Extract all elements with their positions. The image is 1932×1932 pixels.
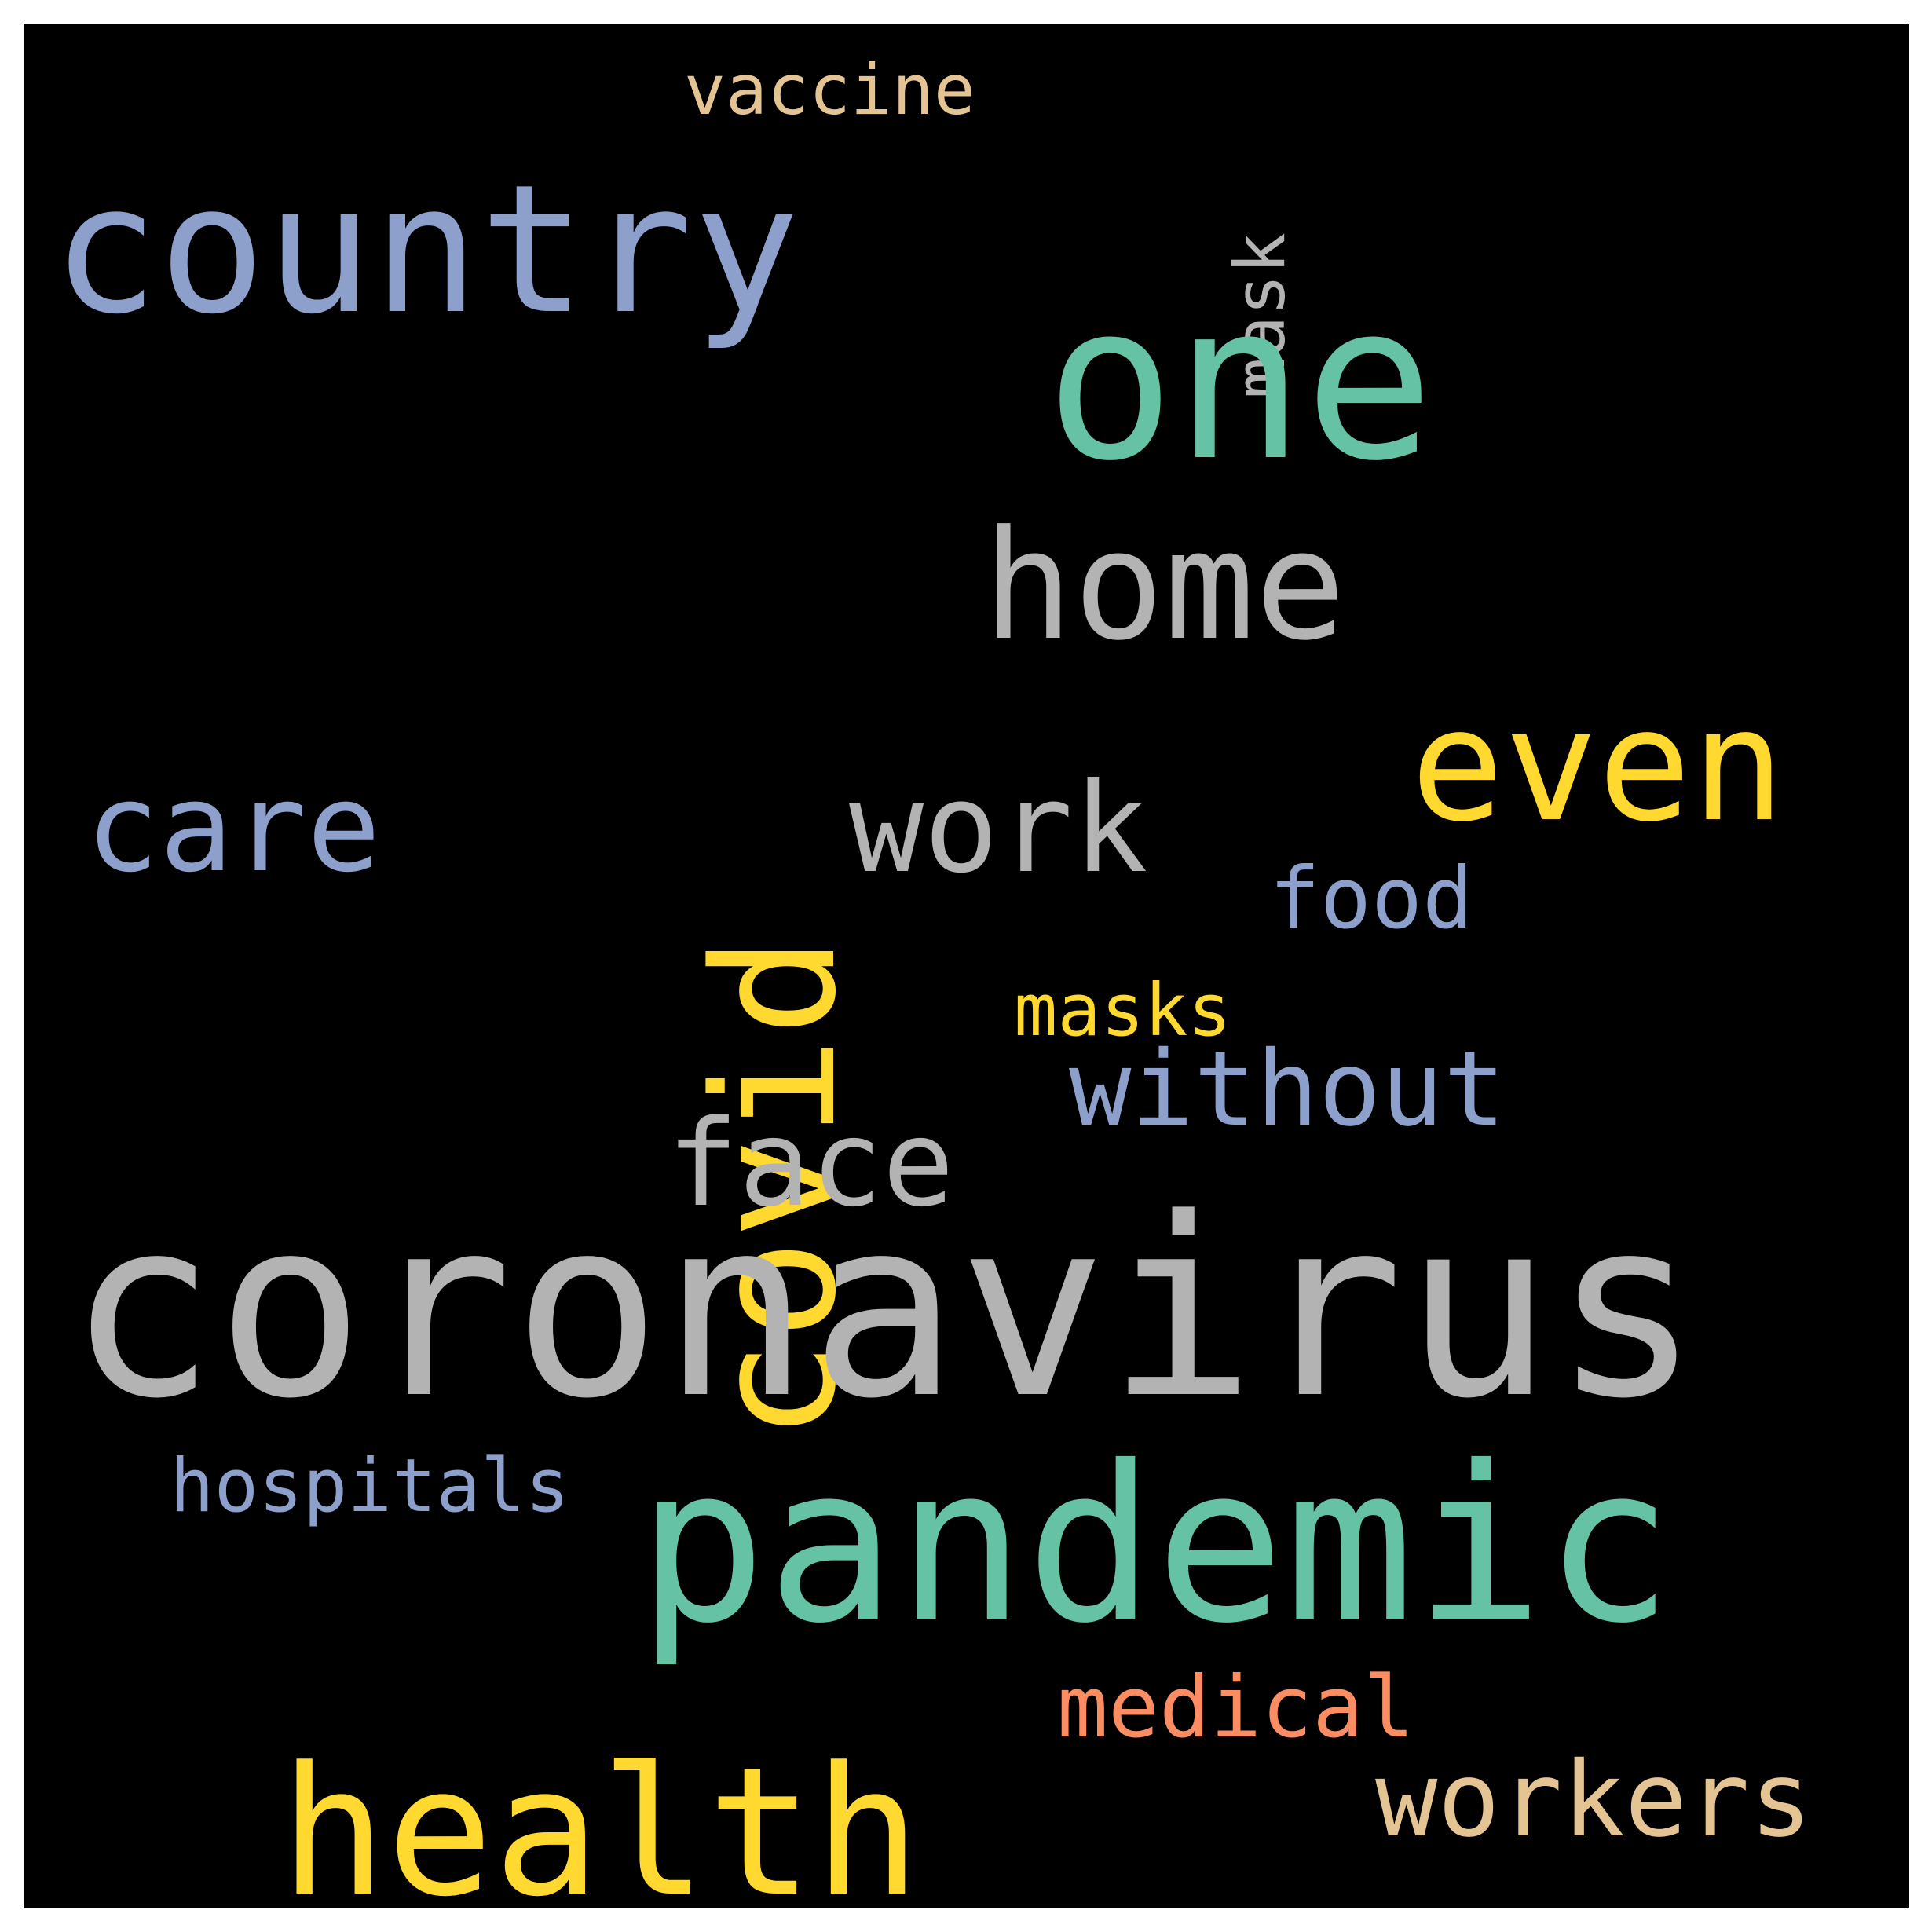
word-vaccine: vaccine bbox=[684, 49, 975, 130]
word-face: face bbox=[667, 1094, 955, 1233]
word-care: care bbox=[86, 756, 381, 899]
word-health: health bbox=[280, 1729, 921, 1908]
word-food: food bbox=[1269, 850, 1474, 948]
wordcloud-canvas: vaccine mask country one covid home even… bbox=[24, 24, 1909, 1908]
word-coronavirus: coronavirus bbox=[68, 1166, 1701, 1453]
word-without: without bbox=[1069, 1029, 1506, 1150]
word-hospitals: hospitals bbox=[170, 1444, 570, 1529]
word-masks: masks bbox=[1014, 968, 1231, 1052]
word-work: work bbox=[849, 756, 1148, 901]
word-country: country bbox=[52, 147, 800, 353]
word-even: even bbox=[1411, 675, 1785, 856]
word-pandemic: pandemic bbox=[637, 1420, 1674, 1670]
word-medical: medical bbox=[1057, 1659, 1415, 1757]
word-home: home bbox=[982, 499, 1346, 674]
word-one: one bbox=[1045, 258, 1434, 508]
word-workers: workers bbox=[1375, 1740, 1813, 1861]
